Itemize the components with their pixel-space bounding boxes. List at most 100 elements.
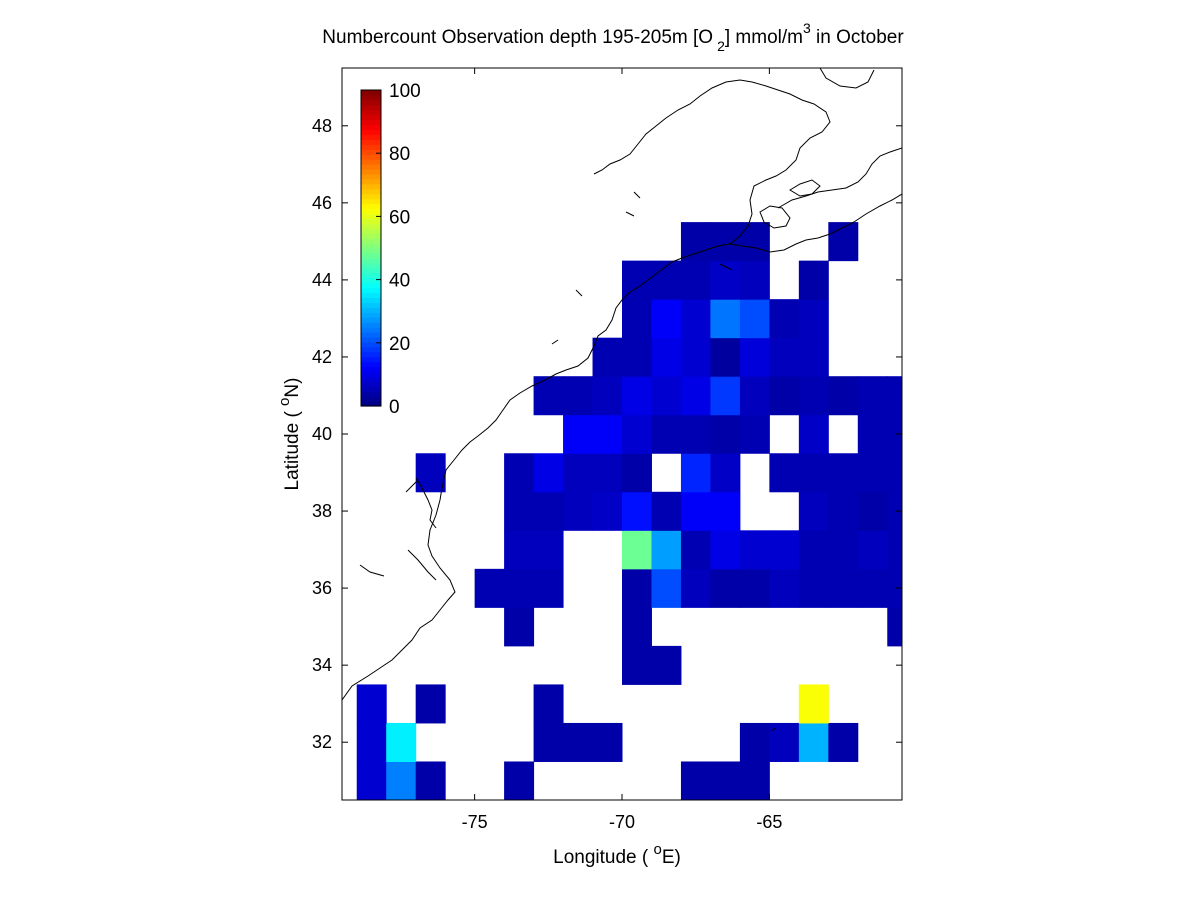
colorbar-swatch: [361, 396, 381, 402]
heatmap-cell: [680, 222, 711, 262]
heatmap-cell: [887, 453, 902, 493]
heatmap-cell: [887, 530, 902, 570]
heatmap-cell: [680, 414, 711, 454]
heatmap-cell: [710, 414, 741, 454]
heatmap-cell: [769, 376, 800, 416]
heatmap-cell: [680, 337, 711, 377]
colorbar-swatch: [361, 129, 381, 136]
heatmap-cell: [917, 607, 947, 646]
heatmap-cell: [710, 568, 741, 608]
colorbar-swatch: [361, 238, 381, 244]
heatmap-cell: [622, 491, 652, 531]
colorbar-swatch: [361, 188, 381, 195]
heatmap-cell: [739, 568, 770, 608]
x-tick-label: -65: [756, 812, 782, 832]
y-tick-label: 40: [312, 424, 332, 444]
colorbar-swatch: [361, 257, 381, 264]
colorbar-swatch: [361, 307, 381, 313]
heatmap-cell: [798, 376, 829, 416]
heatmap-cell: [651, 260, 682, 300]
x-axis-label: Longitude ( oE): [553, 841, 681, 868]
heatmap-cell: [857, 414, 888, 454]
heatmap-cell: [739, 299, 770, 339]
colorbar-tick-label: 80: [389, 144, 410, 165]
heatmap-cell: [533, 722, 564, 762]
heatmap-cell: [622, 607, 652, 647]
heatmap-cell: [563, 376, 594, 416]
heatmap-cell: [415, 453, 446, 493]
heatmap-cell: [739, 260, 770, 300]
heatmap-cell: [680, 530, 711, 570]
heatmap-cell: [917, 453, 947, 492]
heatmap-cell: [563, 453, 594, 493]
heatmap-cell: [651, 414, 682, 454]
y-axis-label: Latitude ( oN): [276, 378, 303, 491]
colorbar-swatch: [361, 401, 381, 407]
colorbar-swatch: [361, 109, 381, 116]
colorbar-swatch: [361, 317, 381, 323]
heatmap-cell: [504, 761, 535, 800]
heatmap-cell: [887, 568, 902, 608]
heatmap-cell: [592, 722, 623, 762]
heatmap-cells: [356, 222, 947, 800]
colorbar-swatch: [361, 248, 381, 254]
colorbar-swatch: [361, 331, 381, 338]
heatmap-cell: [504, 568, 535, 608]
colorbar-tick-label: 60: [389, 207, 410, 228]
heatmap-cell: [739, 722, 770, 762]
heatmap-cell: [533, 530, 564, 570]
colorbar-swatch: [361, 104, 381, 111]
colorbar-swatch: [361, 124, 381, 131]
y-tick-label: 36: [312, 578, 332, 598]
heatmap-cell: [917, 530, 947, 569]
colorbar-tick-label: 0: [389, 397, 400, 418]
heatmap-cell: [828, 491, 859, 531]
heatmap-cell: [739, 761, 770, 800]
heatmap-cell: [651, 645, 682, 685]
colorbar-swatch: [361, 203, 381, 210]
y-tick-label: 32: [312, 732, 332, 752]
heatmap-cell: [857, 568, 888, 608]
heatmap-cell: [769, 337, 800, 377]
colorbar-swatch: [361, 376, 381, 382]
heatmap-cell: [415, 684, 446, 724]
heatmap-cell: [798, 530, 829, 570]
colorbar-swatch: [361, 302, 381, 308]
heatmap-cell: [563, 722, 594, 762]
heatmap-cell: [917, 492, 947, 531]
heatmap-cell: [563, 491, 594, 531]
heatmap-cell: [651, 530, 682, 570]
heatmap-cell: [710, 761, 741, 800]
heatmap-cell: [798, 568, 829, 608]
colorbar-frame: [360, 89, 382, 407]
heatmap-cell: [857, 453, 888, 493]
colorbar-swatch: [361, 218, 381, 224]
heatmap-cell: [680, 376, 711, 416]
heatmap-cell: [710, 337, 741, 377]
heatmap-cell: [622, 376, 652, 416]
heatmap-cell: [739, 337, 770, 377]
y-tick-label: 34: [312, 655, 332, 675]
colorbar-swatch: [361, 90, 381, 96]
colorbar-swatch: [361, 139, 381, 145]
chart-title: Numbercount Observation depth 195-205m […: [322, 20, 904, 54]
heatmap-cell: [798, 722, 829, 762]
colorbar-tick-label: 100: [389, 81, 421, 102]
heatmap-cell: [680, 761, 711, 800]
heatmap-cell: [651, 299, 682, 339]
colorbar-swatch: [361, 312, 381, 318]
colorbar-swatch: [361, 134, 381, 140]
heatmap-cell: [356, 722, 387, 762]
heatmap-cell: [533, 568, 564, 608]
heatmap-cell: [710, 376, 741, 416]
colorbar-swatch: [361, 223, 381, 229]
colorbar-swatch: [361, 233, 381, 239]
colorbar-swatch: [361, 262, 381, 269]
colorbar-swatch: [361, 252, 381, 259]
y-tick-label: 44: [312, 270, 332, 290]
colorbar-swatch: [361, 183, 381, 190]
heatmap-cell: [504, 491, 535, 531]
heatmap-cell: [386, 761, 417, 800]
colorbar-swatch: [361, 366, 381, 373]
heatmap-cell: [828, 568, 859, 608]
